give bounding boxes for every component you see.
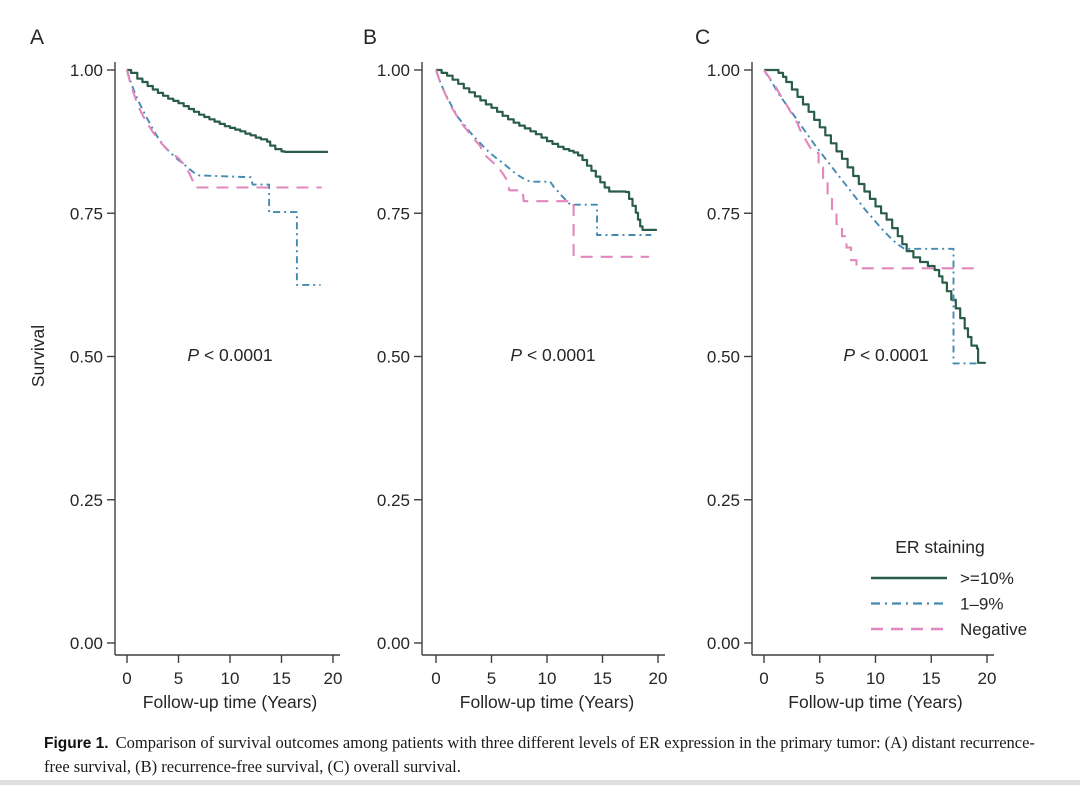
x-tick-label: 0: [431, 669, 440, 688]
y-tick-label: 0.50: [707, 348, 740, 367]
x-tick-label: 20: [978, 669, 997, 688]
y-tick-label: 0.75: [70, 204, 103, 223]
panel-a: 1.00 0.75 0.50 0.25 0.00 0 5 10 15 20 Follow-up ti…: [28, 26, 342, 712]
legend-title: ER staining: [895, 537, 985, 557]
y-tick-label: 0.75: [377, 204, 410, 223]
curve-ge10: [764, 68, 986, 364]
curve-one9: [126, 69, 321, 286]
x-axis-title: Follow-up time (Years): [788, 692, 962, 712]
x-tick-label: 0: [122, 669, 131, 688]
caption-lead: Figure 1.: [44, 735, 109, 752]
x-tick-label: 20: [649, 669, 668, 688]
x-tick-label: 5: [174, 669, 183, 688]
x-tick-label: 5: [815, 669, 824, 688]
y-tick-label: 0.50: [70, 348, 103, 367]
y-tick-label: 1.00: [707, 61, 740, 80]
panel-c: 1.00 0.75 0.50 0.25 0.00 0 5 10 15 20 Follow-up ti…: [695, 26, 996, 712]
y-tick-label: 0.75: [707, 204, 740, 223]
curve-ge10: [127, 68, 328, 153]
x-axis-title: Follow-up time (Years): [460, 692, 634, 712]
x-axis-title: Follow-up time (Years): [143, 692, 317, 712]
x-tick-label: 0: [759, 669, 768, 688]
y-tick-label: 0.25: [70, 491, 103, 510]
p-value-annotation: P < 0.0001: [510, 345, 595, 365]
panel-letter: B: [363, 26, 377, 49]
panel-b: 1.00 0.75 0.50 0.25 0.00 0 5 10 15 20 Follow-up ti…: [363, 26, 667, 712]
y-tick-label: 0.00: [707, 634, 740, 653]
curve-negative: [125, 69, 322, 189]
y-tick-label: 0.50: [377, 348, 410, 367]
caption-text: Comparison of survival outcomes among pa…: [44, 733, 1035, 777]
x-tick-label: 15: [922, 669, 941, 688]
p-value-annotation: P < 0.0001: [187, 345, 272, 365]
y-tick-label: 0.00: [70, 634, 103, 653]
y-tick-label: 1.00: [70, 61, 103, 80]
legend-label-ge10: >=10%: [960, 569, 1014, 588]
legend-label-negative: Negative: [960, 620, 1027, 639]
p-value-annotation: P < 0.0001: [843, 345, 928, 365]
survival-figure: 1.00 0.75 0.50 0.25 0.00 0 5 10 15 20 Follow-up ti…: [28, 26, 1027, 712]
y-tick-label: 1.00: [377, 61, 410, 80]
y-tick-label: 0.25: [377, 491, 410, 510]
x-tick-label: 20: [324, 669, 343, 688]
y-tick-label: 0.25: [707, 491, 740, 510]
x-tick-label: 10: [866, 669, 885, 688]
x-tick-label: 15: [272, 669, 291, 688]
panel-letter: A: [30, 26, 44, 49]
x-tick-label: 5: [487, 669, 496, 688]
curve-negative: [435, 69, 650, 258]
legend-label-one9: 1–9%: [960, 595, 1003, 614]
figure-caption: Figure 1. Comparison of survival outcomes…: [44, 731, 1048, 779]
curve-negative: [763, 69, 981, 270]
legend: ER staining >=10% 1–9% Negative: [871, 537, 1027, 639]
panel-letter: C: [695, 26, 710, 49]
y-axis-title: Survival: [28, 325, 48, 387]
x-tick-label: 10: [221, 669, 240, 688]
curve-one9: [435, 69, 652, 236]
x-tick-label: 10: [538, 669, 557, 688]
curve-ge10: [436, 68, 657, 231]
curve-one9: [763, 69, 980, 365]
y-tick-label: 0.00: [377, 634, 410, 653]
x-tick-label: 15: [593, 669, 612, 688]
page-bottom-divider: [0, 780, 1080, 785]
